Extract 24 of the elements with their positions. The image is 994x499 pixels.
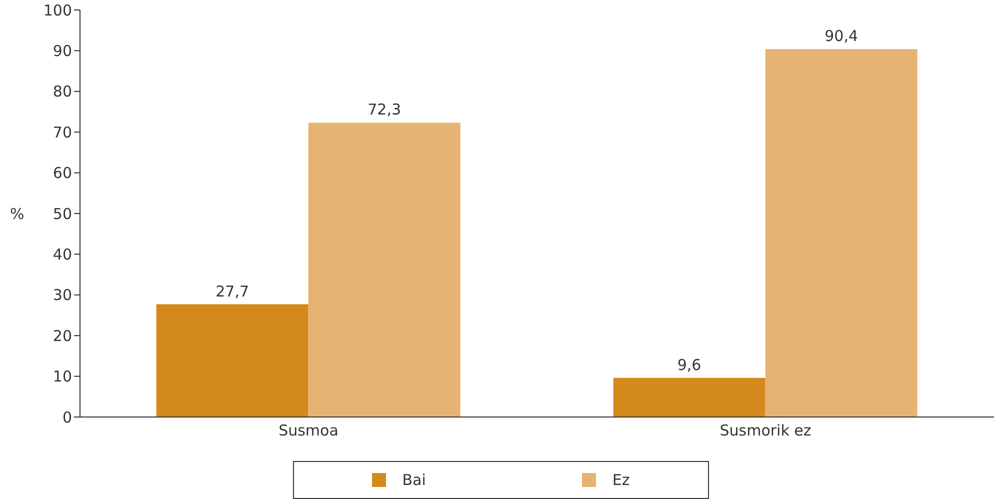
y-tick-label: 60 — [52, 164, 72, 182]
x-tick-label: Susmoa — [278, 422, 338, 440]
y-tick-label: 70 — [52, 123, 72, 142]
y-tick-label: 10 — [52, 368, 72, 386]
y-tick-label: 100 — [43, 1, 72, 20]
y-tick-label: 50 — [52, 204, 72, 223]
y-tick-label: 20 — [52, 326, 72, 345]
bar — [308, 122, 460, 417]
y-tick-label: 40 — [52, 246, 72, 264]
bar — [613, 378, 766, 417]
y-tick-label: 0 — [62, 408, 72, 426]
y-tick-label: 90 — [52, 42, 72, 60]
data-label: 9,6 — [677, 356, 702, 374]
legend-label: Ez — [611, 471, 630, 489]
y-tick-label: 80 — [52, 82, 72, 101]
bar — [765, 49, 918, 417]
data-label: 90,4 — [824, 27, 858, 46]
y-axis-title: % — [10, 204, 24, 223]
y-tick-label: 30 — [52, 286, 72, 304]
data-label: 27,7 — [216, 282, 250, 300]
x-tick-label: Susmorik ez — [720, 422, 812, 440]
bar — [156, 304, 308, 417]
legend-label: Bai — [401, 471, 426, 489]
data-label: 72,3 — [368, 100, 402, 119]
